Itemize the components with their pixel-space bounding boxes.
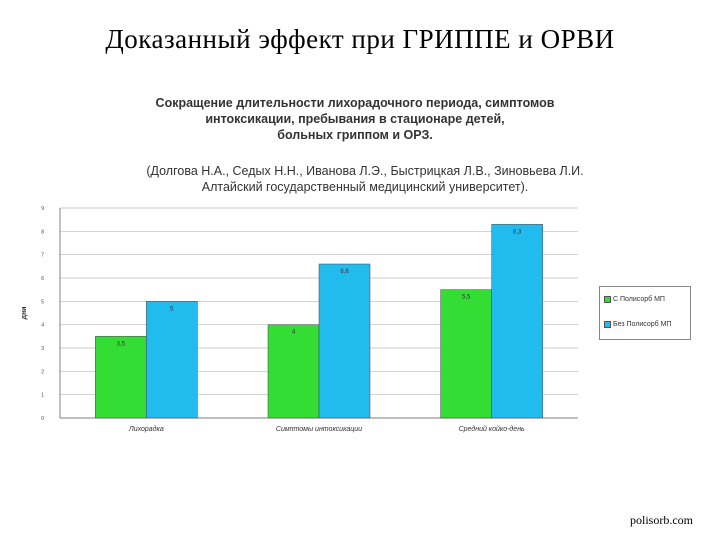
bar-value-label: 8,3: [513, 229, 522, 235]
bar: [146, 301, 198, 419]
y-tick-label: 1: [41, 393, 44, 399]
footer-site: polisorb.com: [630, 513, 693, 527]
x-tick-label: Симптомы интоксикации: [276, 426, 362, 433]
y-tick-label: 2: [41, 369, 44, 375]
slide-title: Доказанный эффект при ГРИППЕ и ОРВИ: [105, 24, 615, 54]
bar: [440, 289, 492, 419]
bar: [267, 324, 320, 419]
bar-value-label: 3,5: [117, 341, 126, 347]
y-tick-label: 4: [41, 323, 44, 329]
bar: [318, 263, 371, 419]
y-tick-label: 0: [41, 416, 44, 422]
y-tick-label: 3: [41, 346, 44, 352]
bar: [95, 336, 147, 419]
legend-swatch-series-1: [604, 296, 611, 303]
y-tick-label: 9: [41, 206, 44, 212]
bar-value-label: 5,5: [462, 295, 471, 301]
legend-item-series-1: С Полисорб МП: [604, 296, 665, 303]
chart-legend: С Полисорб МП Без Полисорб МП: [599, 286, 691, 340]
chart-subtitle: (Долгова Н.А., Седых Н.Н., Иванова Л.Э.,…: [146, 164, 584, 194]
x-tick-label: Лихорадка: [128, 425, 164, 433]
legend-item-series-2: Без Полисорб МП: [604, 321, 671, 328]
x-tick-label: Средний койко-день: [459, 425, 525, 433]
legend-label-series-2: Без Полисорб МП: [613, 321, 672, 328]
bar-value-label: 6,6: [340, 269, 349, 275]
bar-value-label: 5: [170, 306, 174, 312]
y-tick-label: 5: [41, 299, 44, 305]
y-tick-label: 8: [41, 229, 44, 235]
legend-label-series-1: С Полисорб МП: [613, 296, 665, 303]
y-axis-label: дни: [21, 307, 28, 320]
bar: [491, 224, 543, 419]
y-tick-label: 7: [41, 253, 44, 259]
legend-swatch-series-2: [604, 321, 611, 328]
y-tick-label: 6: [41, 276, 44, 282]
bar-value-label: 4: [292, 330, 296, 336]
chart-title: Сокращение длительности лихорадочного пе…: [155, 96, 555, 142]
